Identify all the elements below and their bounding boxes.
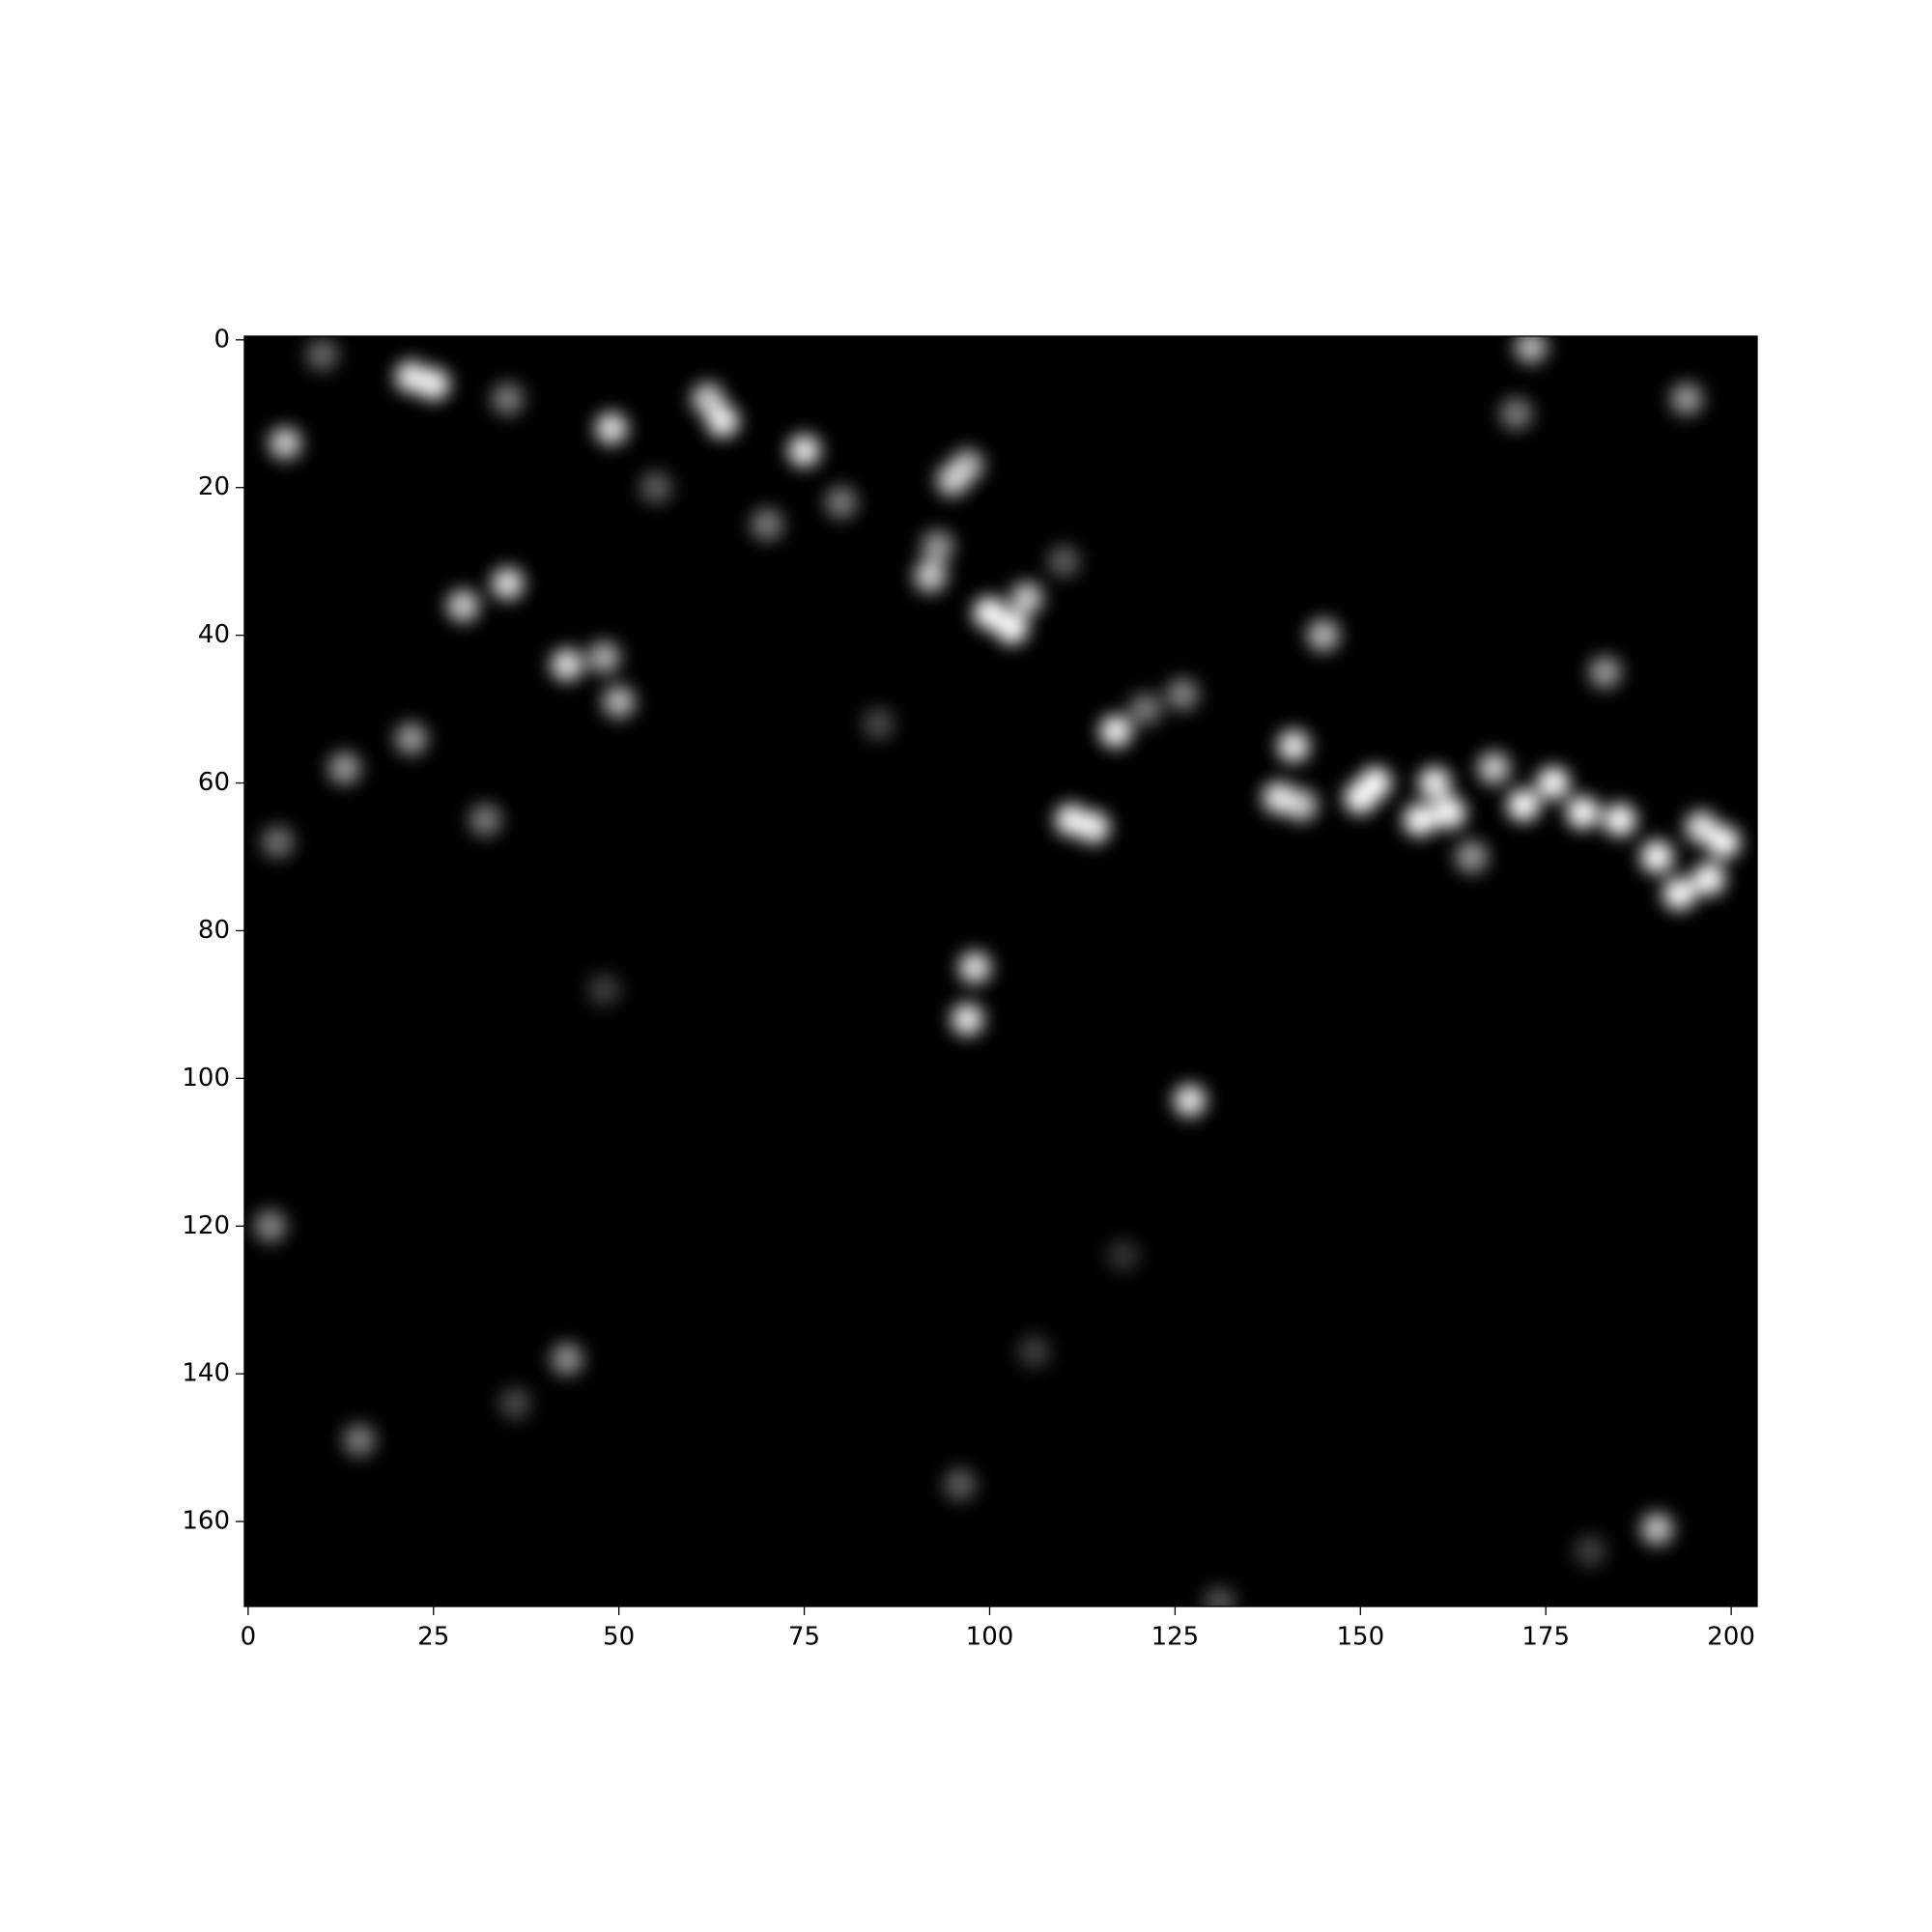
- light-spot: [958, 951, 992, 984]
- plot-frame: [243, 335, 1758, 1607]
- light-spot: [1670, 383, 1703, 415]
- light-spot: [446, 589, 480, 622]
- light-spot: [1507, 788, 1541, 822]
- y-tick-label: 120: [182, 1211, 230, 1240]
- x-tick-label: 75: [788, 1623, 820, 1652]
- light-spot: [951, 1003, 984, 1037]
- light-spot: [1173, 1084, 1207, 1118]
- light-spot: [343, 1424, 376, 1457]
- y-tick-label: 100: [182, 1064, 230, 1093]
- light-spot: [825, 486, 858, 519]
- light-spot: [1640, 840, 1674, 873]
- light-spot: [1433, 796, 1466, 830]
- light-spot: [1285, 788, 1318, 822]
- x-tick-label: 150: [1336, 1623, 1384, 1652]
- light-spot: [1047, 545, 1081, 579]
- light-spot: [1106, 1238, 1140, 1272]
- light-spot: [914, 559, 947, 593]
- light-spot: [253, 1209, 287, 1243]
- light-spot: [1566, 796, 1600, 830]
- light-spot: [787, 434, 821, 468]
- light-spot: [498, 1386, 532, 1420]
- light-spot: [1514, 336, 1548, 364]
- y-tick-label: 140: [182, 1359, 230, 1388]
- light-spot: [551, 1342, 583, 1376]
- light-spot: [327, 752, 361, 785]
- light-spot: [1077, 810, 1110, 844]
- x-tick-label: 100: [966, 1623, 1014, 1652]
- light-spot: [491, 383, 525, 415]
- x-tick-label: 175: [1521, 1623, 1570, 1652]
- light-spot: [394, 722, 428, 755]
- light-spot: [1537, 766, 1570, 800]
- light-spot: [862, 707, 895, 741]
- light-spot: [1685, 810, 1719, 844]
- light-spot: [751, 508, 784, 541]
- light-spot: [1307, 618, 1340, 652]
- y-tick-label: 80: [198, 916, 230, 945]
- light-spot: [551, 648, 583, 682]
- y-tick-label: 0: [213, 325, 230, 354]
- light-spot: [587, 640, 621, 674]
- light-spot: [943, 1467, 977, 1501]
- light-spot: [1477, 752, 1511, 785]
- light-spot: [1009, 582, 1043, 615]
- x-tick-label: 200: [1707, 1623, 1755, 1652]
- light-spot: [261, 825, 295, 859]
- x-tick-label: 125: [1151, 1623, 1200, 1652]
- light-spot: [1166, 677, 1199, 711]
- light-spot: [491, 567, 525, 601]
- light-spot: [1588, 655, 1622, 689]
- light-spot: [602, 685, 636, 719]
- light-spot: [595, 412, 628, 445]
- light-spot: [1574, 1534, 1607, 1568]
- light-spot: [1358, 766, 1392, 800]
- light-spot: [921, 530, 954, 563]
- light-spot: [1499, 397, 1533, 431]
- x-tick-label: 50: [603, 1623, 635, 1652]
- light-spot: [706, 405, 740, 438]
- light-spot: [951, 448, 984, 482]
- y-tick-label: 60: [198, 768, 230, 797]
- light-spot: [1640, 1512, 1674, 1546]
- light-spot: [469, 803, 502, 837]
- light-spot: [1128, 693, 1162, 725]
- axes: 0 25 50 75 100 125 150 175 200 0 20 40 60 80 100 120 140…: [182, 325, 1755, 1651]
- light-spot: [269, 426, 302, 460]
- image-layer: [253, 336, 1741, 1606]
- light-spot: [1455, 840, 1489, 873]
- light-spot: [1099, 715, 1132, 748]
- light-spot: [1692, 863, 1725, 895]
- light-spot: [305, 338, 339, 372]
- light-spot: [639, 470, 672, 504]
- light-spot: [1017, 1335, 1051, 1369]
- light-spot: [416, 367, 450, 401]
- image-background: [244, 336, 1757, 1606]
- y-tick-label: 20: [198, 472, 230, 501]
- x-tick-label: 0: [241, 1623, 257, 1652]
- light-spot: [1418, 766, 1451, 800]
- y-tick-label: 160: [182, 1507, 230, 1536]
- light-spot: [995, 611, 1029, 644]
- light-spot: [587, 973, 621, 1007]
- x-tick-label: 25: [417, 1623, 449, 1652]
- y-tick-label: 40: [198, 620, 230, 649]
- light-spot: [1403, 803, 1436, 837]
- light-spot: [1277, 729, 1311, 763]
- light-spot: [1604, 803, 1636, 837]
- light-spot: [1203, 1586, 1236, 1606]
- light-spot: [1662, 877, 1696, 911]
